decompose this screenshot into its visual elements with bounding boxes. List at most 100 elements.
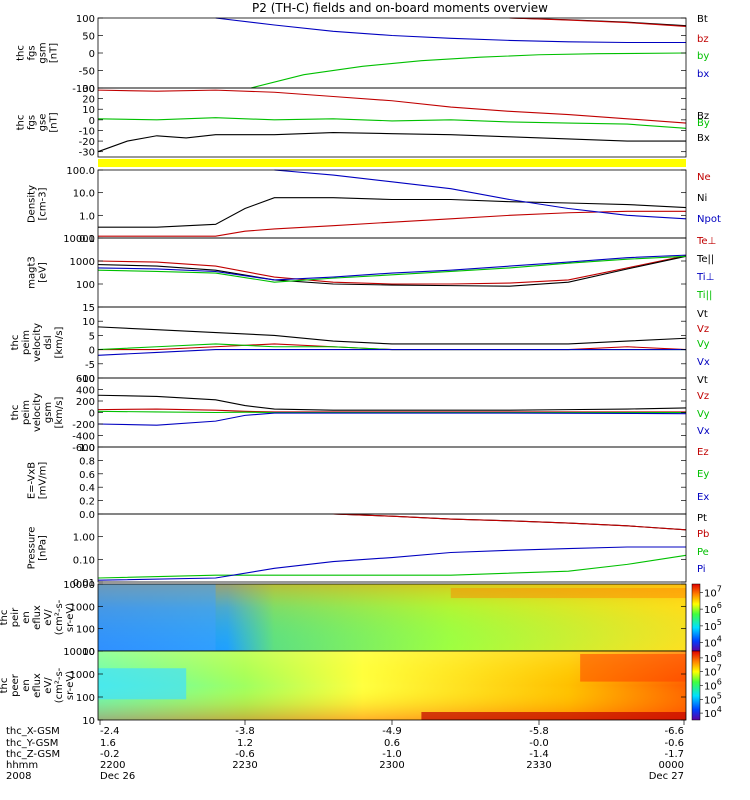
legend-Pb: Pb [697, 529, 709, 540]
y-axis-label: Density[cm-3] [27, 185, 49, 223]
y-tick-label: -600 [72, 443, 95, 454]
series-Bz [97, 89, 687, 124]
series-Vt [97, 394, 687, 411]
y-tick-label: -50 [79, 67, 95, 78]
legend-Ne: Ne [697, 172, 711, 183]
legend-Vy: Vy [697, 339, 710, 350]
legend-Vx: Vx [697, 357, 710, 368]
y-tick-label: 0.10 [73, 555, 95, 566]
heatmap-low-region [98, 668, 187, 700]
y-tick-label: 400 [76, 386, 95, 397]
y-tick-label: 0.8 [79, 456, 95, 467]
x-axis-annotations: thc_X-GSMthc_Y-GSMthc_Z-GSMhhmm2008-2.41… [6, 720, 685, 782]
x-axis-value: 1.6 [100, 738, 116, 749]
x-axis-row-label: hhmm [6, 760, 38, 771]
series-Vx [97, 349, 686, 356]
colorbar-tick-label: 107 [704, 664, 722, 679]
y-tick-label: 1000 [70, 257, 95, 268]
series-Te⊥ [97, 255, 687, 285]
series-Vy [97, 343, 686, 351]
y-tick-label: 0.1 [79, 234, 95, 245]
x-axis-value: -3.8 [235, 726, 255, 737]
legend-By: By [697, 118, 710, 129]
panel-frame [97, 87, 687, 158]
y-tick-label: -200 [72, 420, 95, 431]
x-axis-value: 2300 [379, 760, 404, 771]
series-Te|| [97, 255, 687, 287]
x-axis-value: 0.6 [384, 738, 400, 749]
y-tick-label: 100.0 [66, 166, 95, 177]
x-axis-row-label: thc_Y-GSM [6, 738, 58, 749]
x-axis-value: 0000 [659, 760, 684, 771]
y-axis-label: thcfgsgsm[nT] [16, 42, 60, 63]
series-Vx [97, 412, 687, 426]
y-tick-label: 1000 [70, 670, 95, 681]
x-axis-value: -5.8 [529, 726, 549, 737]
series-bx [215, 17, 686, 44]
colorbar-tick-label: 104 [704, 635, 722, 650]
y-tick-label: -30 [79, 148, 95, 159]
x-axis-value: -1.4 [529, 749, 549, 760]
y-tick-label: -5 [85, 360, 95, 371]
y-tick-label: 20 [82, 95, 95, 106]
y-tick-label: -100 [72, 84, 95, 95]
y-tick-label: 1.00 [73, 533, 95, 544]
y-axis-label: Pressure[nPa] [27, 527, 49, 570]
y-tick-label: 0 [89, 49, 95, 60]
y-tick-label: 10 [82, 317, 95, 328]
series-by [250, 52, 687, 89]
x-axis-value: Dec 27 [649, 771, 684, 782]
heatmap-floor-region [421, 712, 686, 720]
y-tick-label: 200 [76, 397, 95, 408]
colorbar-tick-label: 106 [704, 678, 722, 693]
y-tick-label: 0 [89, 116, 95, 127]
x-axis-value: -0.0 [529, 738, 549, 749]
x-axis-value: -0.6 [235, 749, 255, 760]
legend-Pt: Pt [697, 513, 707, 524]
y-tick-label: 0.0 [79, 510, 95, 521]
legend-by: by [697, 51, 709, 62]
series-Vy [97, 410, 686, 414]
figure-title: P2 (TH-C) fields and on-board moments ov… [252, 1, 548, 15]
y-axis-label: thcpeimvelocitygsm[km/s] [10, 393, 65, 432]
legend-Te||: Te|| [696, 254, 714, 265]
y-tick-label: -400 [72, 432, 95, 443]
legend-Vt: Vt [697, 309, 708, 320]
x-axis-value: 1.2 [237, 738, 253, 749]
y-tick-label: 1.0 [79, 443, 95, 454]
series-Vt [97, 326, 687, 345]
x-axis-value: -0.6 [664, 738, 684, 749]
y-tick-label: 10000 [63, 234, 95, 245]
legend-Bx: Bx [697, 133, 710, 144]
x-axis-row-label: thc_X-GSM [6, 726, 60, 737]
series-Bx [97, 132, 686, 153]
legend-Npot: Npot [697, 214, 721, 225]
y-tick-label: 0 [89, 346, 95, 357]
y-tick-label: 0.4 [79, 483, 95, 494]
y-tick-label: 100 [76, 280, 95, 291]
x-axis-value: 2230 [232, 760, 257, 771]
panel-peir: 107 106 105 104 10000 1000 100 10 thcpeireneflux… [0, 580, 722, 658]
y-tick-label: 10.0 [73, 189, 95, 200]
y-tick-label: 15 [82, 303, 95, 314]
y-tick-label: 5 [89, 331, 95, 342]
series-bz [509, 17, 687, 27]
x-axis-value: -6.6 [664, 726, 684, 737]
y-tick-label: 10000 [63, 647, 95, 658]
colorbar-tick-label: 104 [704, 705, 722, 720]
y-axis-label: thcpeirenefluxeV/(cm²-s-sr-eV) [0, 599, 76, 635]
colorbar-tick-label: 105 [704, 691, 722, 706]
series-Pb [333, 513, 687, 531]
series-Pe [97, 554, 687, 579]
y-axis-label: thcpeerenefluxeV/(cm²-s-sr-eV) [0, 667, 76, 703]
legend-Bt: Bt [697, 14, 708, 25]
y-tick-label: 30 [82, 84, 95, 95]
panel-pressure: Pt Pb Pe Pi 1.00 0.10 0.01 Pressure[nPa] [27, 513, 710, 589]
colorbar-gradient [691, 583, 701, 652]
colorbar-tick-label: 108 [704, 650, 722, 665]
y-axis-label: E=-VxB[mV/m] [27, 462, 49, 500]
colorbar-gradient [691, 650, 701, 721]
y-tick-label: 1000 [70, 602, 95, 613]
